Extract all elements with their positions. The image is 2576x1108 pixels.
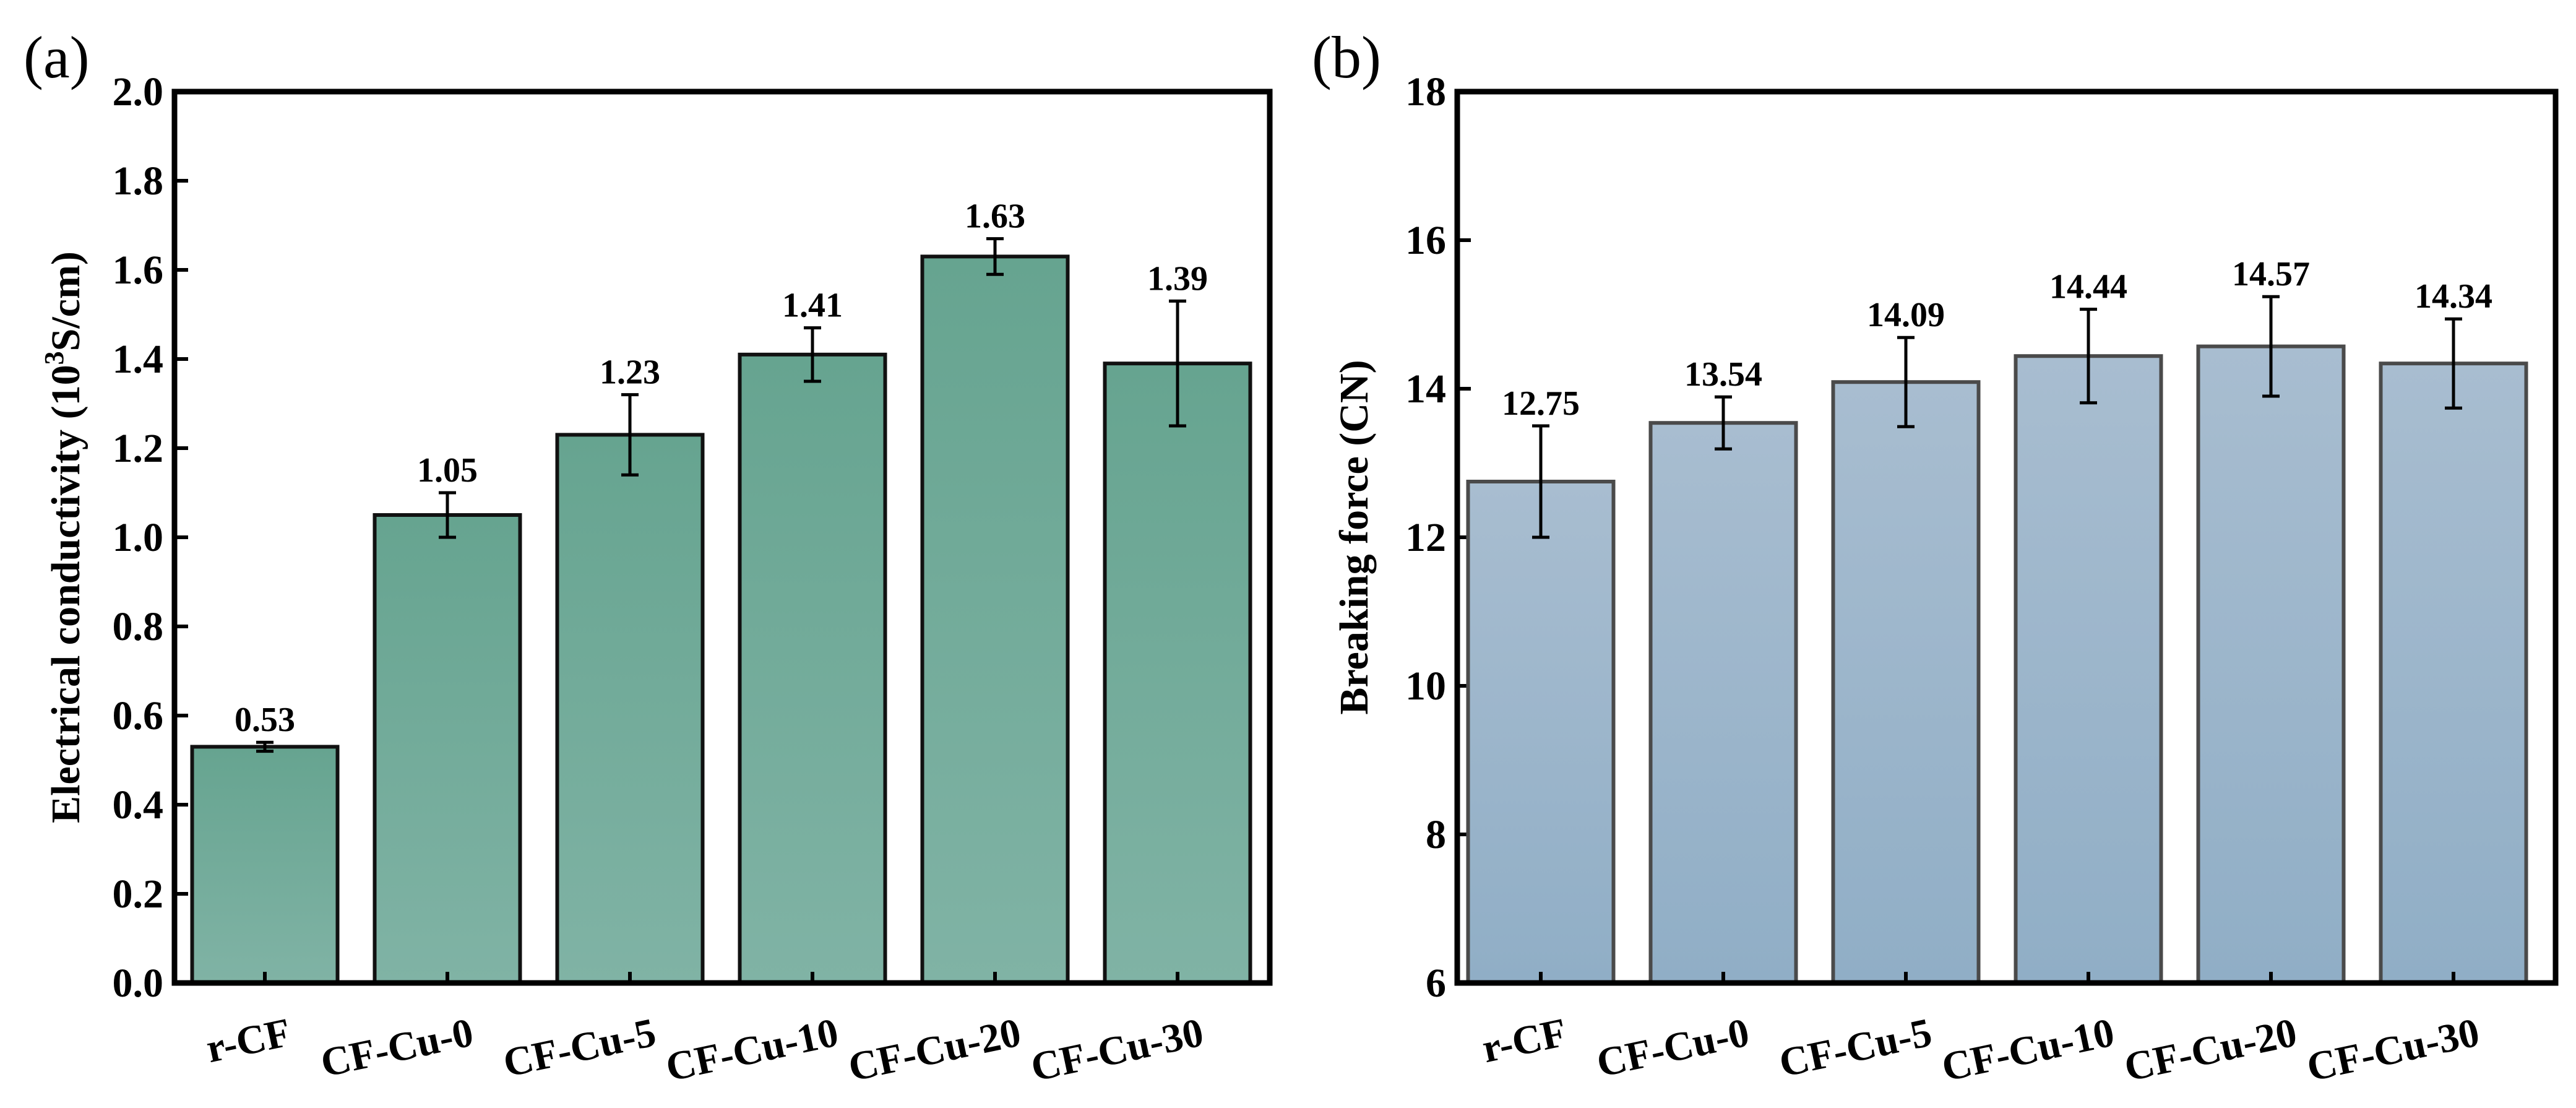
x-tick-label: CF-Cu-30 bbox=[2303, 1010, 2483, 1090]
data-label: 1.39 bbox=[1147, 259, 1208, 298]
y-tick-label: 0.4 bbox=[113, 782, 164, 828]
x-tick-label: CF-Cu-30 bbox=[1027, 1010, 1207, 1090]
x-tick-label: CF-Cu-10 bbox=[1938, 1010, 2118, 1090]
y-tick-label: 1.4 bbox=[113, 337, 164, 382]
bar bbox=[738, 352, 887, 985]
y-tick-label: 0.0 bbox=[113, 961, 164, 1006]
data-label: 14.09 bbox=[1867, 296, 1945, 334]
data-label: 1.63 bbox=[965, 197, 1025, 236]
panel-label-b: (b) bbox=[1312, 24, 1381, 90]
data-label: 1.23 bbox=[600, 353, 660, 392]
data-label: 12.75 bbox=[1502, 384, 1580, 423]
x-tick-label: CF-Cu-0 bbox=[317, 1010, 477, 1086]
y-tick-label: 0.2 bbox=[113, 872, 164, 917]
y-tick-label: 1.2 bbox=[113, 426, 164, 471]
y-tick-label: 8 bbox=[1426, 812, 1446, 857]
y-axis-title-a: Electrical conductivity (103S/cm) bbox=[39, 251, 88, 823]
panel-label-a: (a) bbox=[24, 24, 90, 90]
y-tick-label: 14 bbox=[1405, 366, 1446, 412]
y-tick-label: 18 bbox=[1405, 69, 1446, 115]
data-label: 14.44 bbox=[2049, 268, 2127, 306]
bar bbox=[2196, 344, 2346, 985]
data-label: 1.05 bbox=[417, 451, 478, 490]
y-tick-label: 12 bbox=[1405, 515, 1446, 560]
plot-frame-b bbox=[1454, 89, 2559, 986]
bar bbox=[1648, 421, 1798, 985]
bar bbox=[373, 513, 522, 985]
x-tick-label: CF-Cu-0 bbox=[1593, 1010, 1753, 1086]
panel-a-conductivity-chart: (a) 0.0 0.2 0.4 0.6 0.8 1.0 1.2 1.4 1.6 1.8 2.0 0.5… bbox=[24, 24, 1273, 1090]
y-tick-label: 10 bbox=[1405, 664, 1446, 709]
x-tick-label: r-CF bbox=[1478, 1010, 1570, 1071]
x-tick-label: CF-Cu-10 bbox=[662, 1010, 842, 1090]
data-label: 1.41 bbox=[782, 287, 843, 325]
panel-b-breaking-force-chart: (b) 6 8 10 12 14 16 18 12.75 r-CF 13.54 CF-Cu-0 14.… bbox=[1312, 24, 2559, 1090]
y-tick-label: 6 bbox=[1426, 961, 1446, 1006]
y-tick-label: 1.8 bbox=[113, 158, 164, 204]
data-label: 13.54 bbox=[1684, 355, 1762, 394]
x-tick-label: CF-Cu-20 bbox=[845, 1010, 1025, 1090]
bar bbox=[1831, 380, 1981, 985]
y-tick-label: 0.6 bbox=[113, 693, 164, 738]
bar bbox=[555, 433, 705, 985]
y-tick-label: 16 bbox=[1405, 218, 1446, 263]
y-axis-title-b: Breaking force (CN) bbox=[1332, 360, 1377, 714]
y-tick-label: 1.6 bbox=[113, 248, 164, 293]
bar bbox=[2379, 361, 2528, 985]
x-tick-label: CF-Cu-20 bbox=[2121, 1010, 2301, 1090]
bar bbox=[920, 254, 1070, 985]
y-tick-label: 0.8 bbox=[113, 604, 164, 649]
data-label: 14.34 bbox=[2414, 277, 2492, 316]
plot-frame-a bbox=[171, 89, 1273, 986]
data-label: 0.53 bbox=[235, 701, 295, 739]
y-tick-label: 2.0 bbox=[113, 69, 164, 115]
data-label: 14.57 bbox=[2232, 255, 2310, 293]
y-tick-label: 1.0 bbox=[113, 515, 164, 560]
bar bbox=[2014, 354, 2163, 985]
bar bbox=[1103, 361, 1252, 985]
x-tick-label: CF-Cu-5 bbox=[1775, 1010, 1936, 1086]
x-tick-label: CF-Cu-5 bbox=[499, 1010, 660, 1086]
bar bbox=[1466, 480, 1616, 985]
x-tick-label: r-CF bbox=[202, 1010, 295, 1071]
bar bbox=[190, 745, 340, 985]
